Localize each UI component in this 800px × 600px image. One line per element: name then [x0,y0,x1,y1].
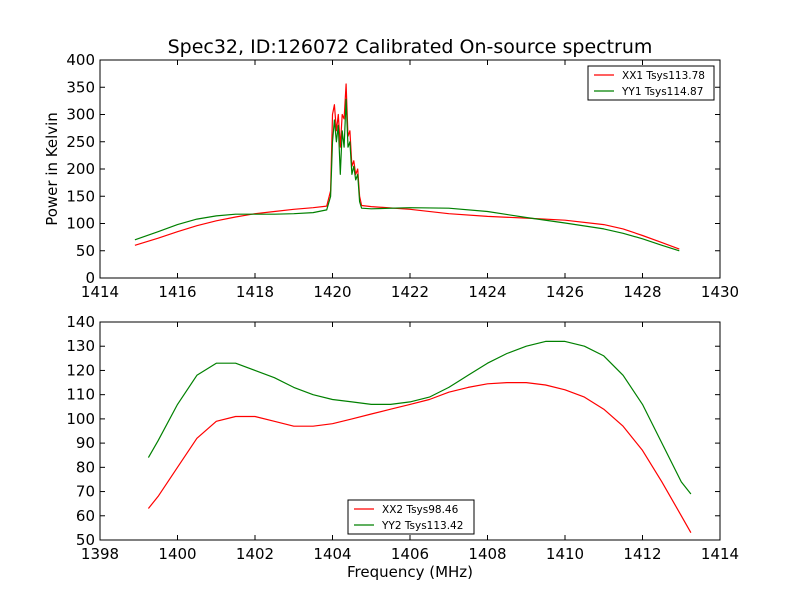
x-tick-label: 1420 [313,283,351,301]
y-tick-label: 50 [76,531,95,549]
y-tick-label: 100 [66,410,95,428]
x-tick-label: 1400 [158,545,196,563]
y-tick-label: 300 [66,106,95,124]
y-tick-label: 130 [66,337,95,355]
legend-label: YY2 Tsys113.42 [381,520,463,532]
top-ylabel: Power in Kelvin [43,112,61,226]
x-tick-label: 1414 [81,283,119,301]
x-tick-label: 1430 [701,283,739,301]
y-tick-label: 70 [76,483,95,501]
legend: XX2 Tsys98.46 YY2 Tsys113.42 [347,499,475,535]
x-tick-label: 1412 [623,545,661,563]
top-plot: 1414 1416 1418 1420 1422 1424 1426 1428 1430 0 50 1… [66,51,739,301]
y-tick-label: 80 [76,458,95,476]
chart-title: Spec32, ID:126072 Calibrated On-source s… [168,36,653,58]
legend-label: XX1 Tsys113.78 [622,70,705,82]
x-tick-label: 1416 [158,283,196,301]
x-tick-label: 1424 [468,283,506,301]
y-tick-label: 150 [66,187,95,205]
y-tick-label: 0 [85,269,95,287]
y-tick-label: 400 [66,51,95,69]
series-line-xx1 [134,83,680,250]
series-line-yy1 [134,98,680,252]
x-tick-label: 1410 [546,545,584,563]
series-line-xx2 [147,382,692,533]
legend-label: YY1 Tsys114.87 [621,86,703,98]
legend-box [347,499,475,535]
x-tick-label: 1404 [313,545,351,563]
x-tick-label: 1406 [391,545,429,563]
x-tick-label: 1422 [391,283,429,301]
x-tick-label: 1414 [701,545,739,563]
series-line-yy2 [147,340,692,495]
y-tick-label: 250 [66,133,95,151]
y-tick-label: 350 [66,78,95,96]
y-tick-label: 60 [76,507,95,525]
y-tick-label: 90 [76,434,95,452]
bottom-plot: 1398 1400 1402 1404 1406 1408 1410 1412 1414 50 60… [66,313,739,563]
bottom-xlabel: Frequency (MHz) [347,563,473,581]
y-tick-label: 50 [76,242,95,260]
legend-box [587,65,715,101]
y-tick-label: 110 [66,386,95,404]
x-tick-label: 1418 [236,283,274,301]
y-tick-label: 100 [66,215,95,233]
y-tick-label: 200 [66,160,95,178]
plot-frame [99,59,721,279]
x-tick-label: 1402 [236,545,274,563]
legend: XX1 Tsys113.78 YY1 Tsys114.87 [587,65,715,101]
x-tick-label: 1426 [546,283,584,301]
x-tick-label: 1408 [468,545,506,563]
plot-frame [99,321,721,541]
y-tick-label: 120 [66,361,95,379]
y-tick-label: 140 [66,313,95,331]
x-tick-label: 1398 [81,545,119,563]
x-tick-label: 1428 [623,283,661,301]
legend-label: XX2 Tsys98.46 [382,504,459,516]
